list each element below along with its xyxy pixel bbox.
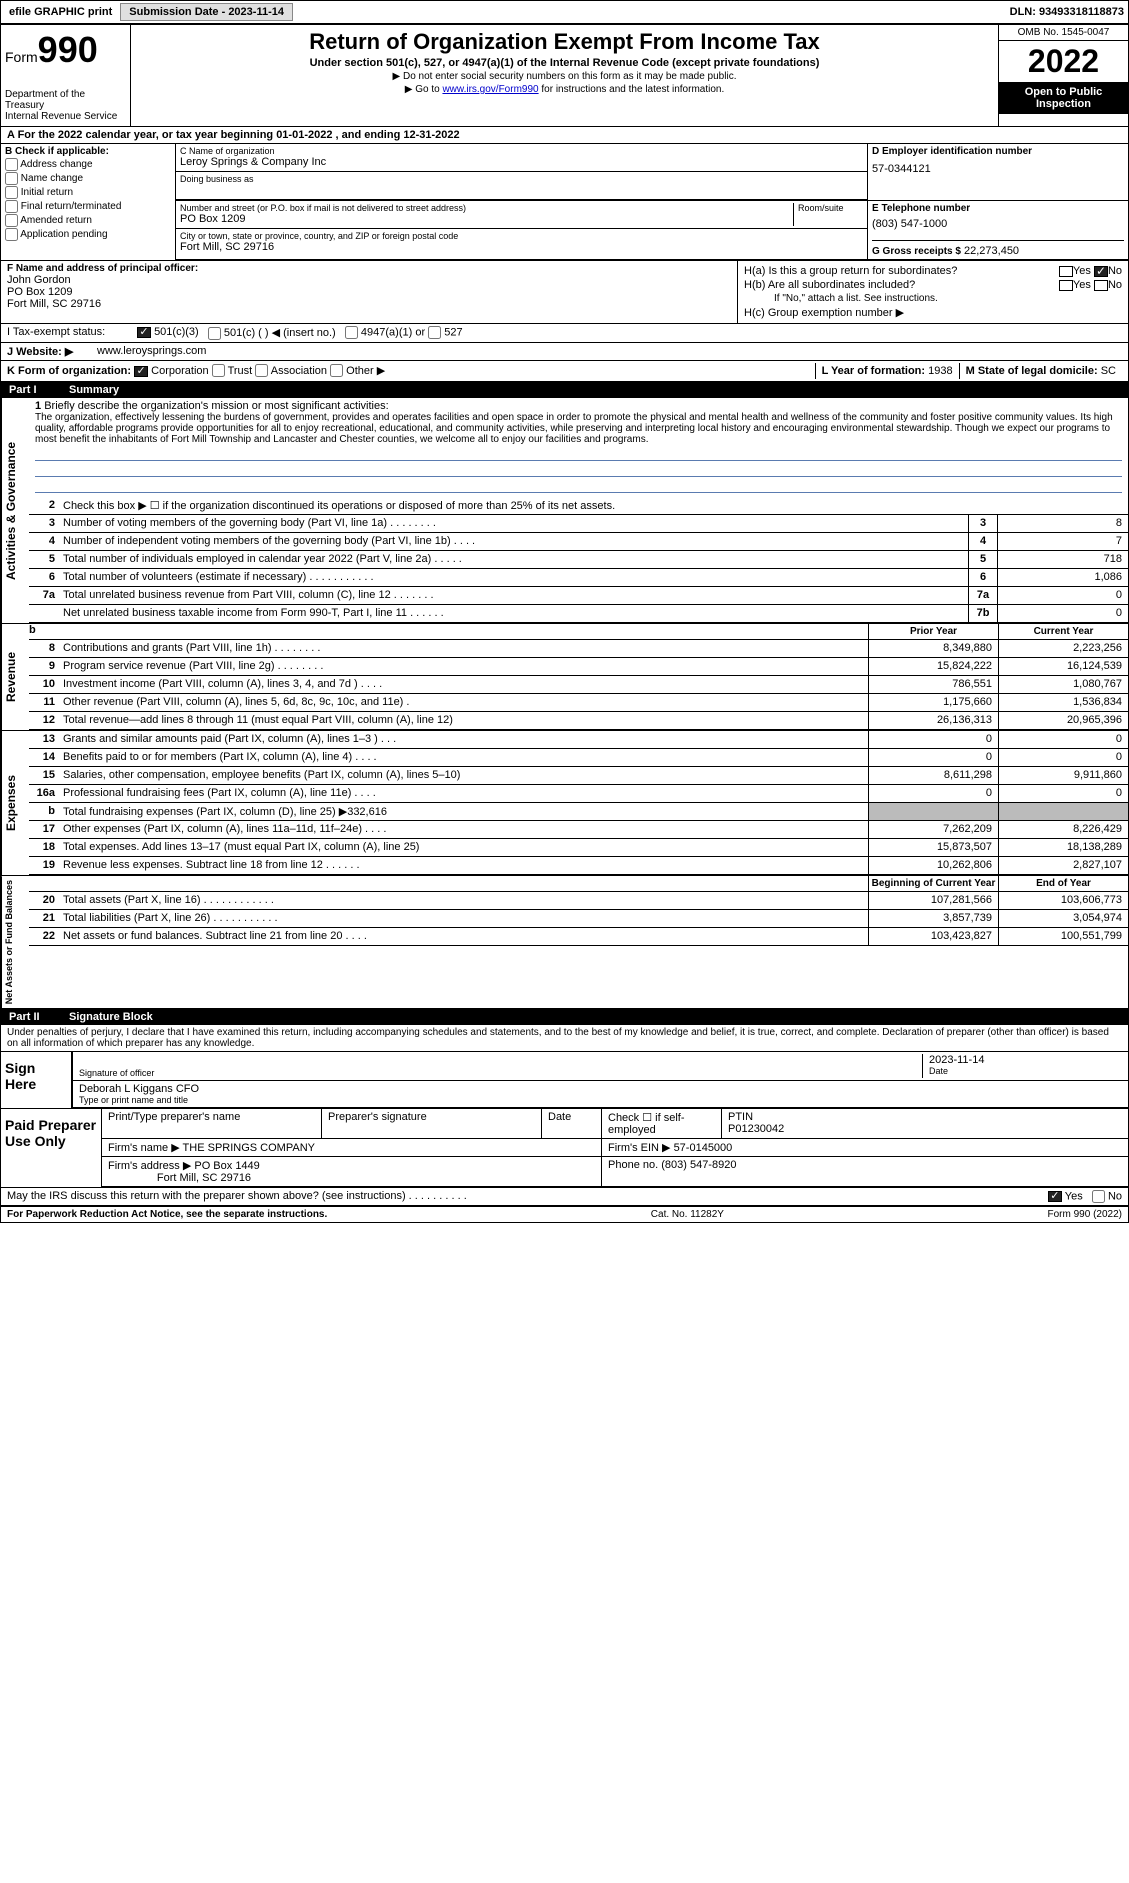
form-990: Form990 Department of the Treasury Inter…: [0, 24, 1129, 1223]
box-c-address: Number and street (or P.O. box if mail i…: [176, 201, 867, 229]
box-b: B Check if applicable: Address change Na…: [1, 144, 176, 260]
box-m: M State of legal domicile: SC: [959, 363, 1122, 379]
check-trust[interactable]: Trust: [212, 365, 253, 377]
check-app-pending[interactable]: Application pending: [5, 228, 171, 241]
part-2-header: Part IISignature Block: [1, 1009, 1128, 1025]
box-c-dba: Doing business as: [176, 172, 867, 200]
vtab-governance: Activities & Governance: [1, 398, 29, 623]
form-subtitle-3: ▶ Go to www.irs.gov/Form990 for instruct…: [137, 84, 992, 95]
line-b: bTotal fundraising expenses (Part IX, co…: [29, 803, 1128, 821]
perjury-statement: Under penalties of perjury, I declare th…: [1, 1025, 1128, 1052]
vtab-netassets: Net Assets or Fund Balances: [1, 876, 29, 1008]
line-15: 15Salaries, other compensation, employee…: [29, 767, 1128, 785]
check-assoc[interactable]: Association: [255, 365, 327, 377]
box-f: F Name and address of principal officer:…: [1, 261, 738, 323]
dln-label: DLN: 93493318118873: [1010, 6, 1124, 18]
line-8: 8Contributions and grants (Part VIII, li…: [29, 640, 1128, 658]
box-e: E Telephone number (803) 547-1000: [872, 203, 1124, 230]
sign-here-block: Sign Here Signature of officer 2023-11-1…: [1, 1052, 1128, 1109]
form-title: Return of Organization Exempt From Incom…: [137, 29, 992, 55]
vtab-expenses: Expenses: [1, 731, 29, 875]
line-20: 20Total assets (Part X, line 16) . . . .…: [29, 892, 1128, 910]
box-c-name: C Name of organization Leroy Springs & C…: [176, 144, 867, 172]
efile-label: efile GRAPHIC print: [9, 6, 112, 18]
form-header: Form990 Department of the Treasury Inter…: [1, 25, 1128, 127]
check-4947[interactable]: 4947(a)(1) or: [345, 326, 425, 340]
check-amended[interactable]: Amended return: [5, 214, 171, 227]
line-18: 18Total expenses. Add lines 13–17 (must …: [29, 839, 1128, 857]
line-3: 3Number of voting members of the governi…: [29, 515, 1128, 533]
discuss-row: May the IRS discuss this return with the…: [1, 1188, 1128, 1207]
line-16a: 16aProfessional fundraising fees (Part I…: [29, 785, 1128, 803]
box-g: G Gross receipts $ 22,273,450: [872, 240, 1124, 257]
tax-year: 2022: [999, 41, 1128, 82]
line-6: 6Total number of volunteers (estimate if…: [29, 569, 1128, 587]
box-d: D Employer identification number 57-0344…: [868, 144, 1128, 200]
line-13: 13Grants and similar amounts paid (Part …: [29, 731, 1128, 749]
line-19: 19Revenue less expenses. Subtract line 1…: [29, 857, 1128, 875]
open-inspection: Open to Public Inspection: [999, 82, 1128, 114]
line-7a: 7aTotal unrelated business revenue from …: [29, 587, 1128, 605]
line-21: 21Total liabilities (Part X, line 26) . …: [29, 910, 1128, 928]
line-7b: Net unrelated business taxable income fr…: [29, 605, 1128, 623]
form-number: Form990: [5, 29, 126, 71]
box-c-city: City or town, state or province, country…: [176, 229, 867, 255]
check-address-change[interactable]: Address change: [5, 158, 171, 171]
check-corp[interactable]: ✓ Corporation: [134, 365, 209, 377]
line-17: 17Other expenses (Part IX, column (A), l…: [29, 821, 1128, 839]
box-l: L Year of formation: 1938: [815, 363, 959, 379]
check-501c[interactable]: 501(c) ( ) ◀ (insert no.): [208, 326, 336, 340]
form-subtitle-2: ▶ Do not enter social security numbers o…: [137, 71, 992, 82]
box-j: J Website: ▶ www.leroysprings.com: [1, 343, 1128, 361]
col-headers-net: Beginning of Current YearEnd of Year: [29, 876, 1128, 892]
irs-label: Internal Revenue Service: [5, 111, 126, 122]
line-22: 22Net assets or fund balances. Subtract …: [29, 928, 1128, 946]
check-final-return[interactable]: Final return/terminated: [5, 200, 171, 213]
check-527[interactable]: 527: [428, 326, 462, 340]
box-i: I Tax-exempt status: ✓ 501(c)(3) 501(c) …: [1, 324, 1128, 343]
dept-treasury: Department of the Treasury: [5, 89, 126, 111]
line-5: 5Total number of individuals employed in…: [29, 551, 1128, 569]
line-1-mission: 1 Briefly describe the organization's mi…: [29, 398, 1128, 497]
omb-number: OMB No. 1545-0047: [999, 25, 1128, 41]
box-a-period: A For the 2022 calendar year, or tax yea…: [1, 127, 1128, 144]
line-14: 14Benefits paid to or for members (Part …: [29, 749, 1128, 767]
part-1-header: Part ISummary: [1, 382, 1128, 398]
box-k: K Form of organization: ✓ Corporation Tr…: [7, 364, 815, 378]
topbar: efile GRAPHIC print Submission Date - 20…: [0, 0, 1129, 24]
line-12: 12Total revenue—add lines 8 through 11 (…: [29, 712, 1128, 730]
vtab-revenue: Revenue: [1, 624, 29, 730]
check-other[interactable]: Other ▶: [330, 365, 385, 377]
irs-link[interactable]: www.irs.gov/Form990: [442, 84, 538, 95]
line-2: 2Check this box ▶ ☐ if the organization …: [29, 497, 1128, 515]
line-9: 9Program service revenue (Part VIII, lin…: [29, 658, 1128, 676]
line-4: 4Number of independent voting members of…: [29, 533, 1128, 551]
submission-date-button[interactable]: Submission Date - 2023-11-14: [120, 3, 293, 21]
paid-preparer-block: Paid Preparer Use Only Print/Type prepar…: [1, 1109, 1128, 1188]
check-initial-return[interactable]: Initial return: [5, 186, 171, 199]
col-headers-rev: b Prior YearCurrent Year: [29, 624, 1128, 640]
box-h: H(a) Is this a group return for subordin…: [738, 261, 1128, 323]
line-10: 10Investment income (Part VIII, column (…: [29, 676, 1128, 694]
check-501c3[interactable]: ✓ 501(c)(3): [137, 326, 199, 340]
form-subtitle-1: Under section 501(c), 527, or 4947(a)(1)…: [137, 57, 992, 69]
line-11: 11Other revenue (Part VIII, column (A), …: [29, 694, 1128, 712]
discuss-no[interactable]: [1092, 1190, 1105, 1203]
footer: For Paperwork Reduction Act Notice, see …: [1, 1207, 1128, 1222]
check-name-change[interactable]: Name change: [5, 172, 171, 185]
